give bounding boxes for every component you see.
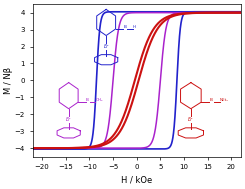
- X-axis label: H / kOe: H / kOe: [121, 176, 152, 185]
- Y-axis label: M / Nβ: M / Nβ: [4, 67, 13, 94]
